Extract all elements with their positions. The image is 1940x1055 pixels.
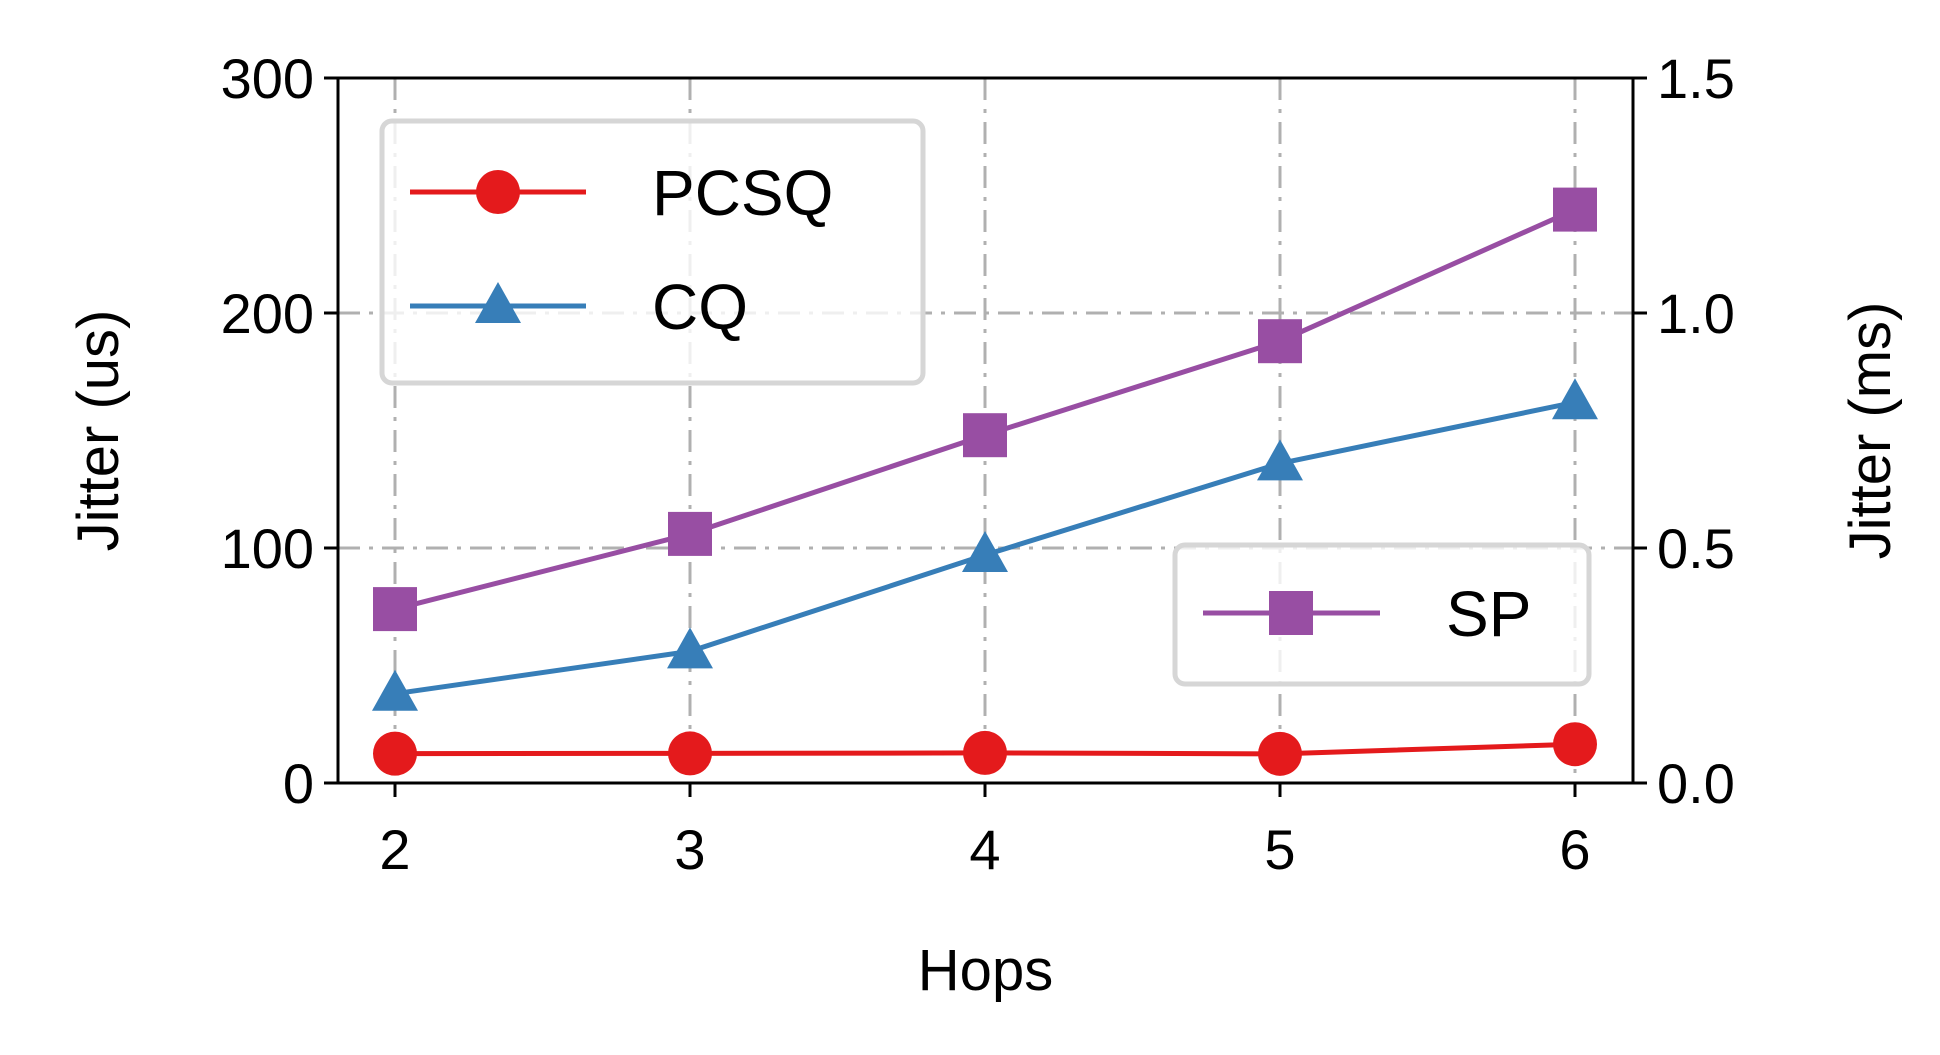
legend-pcsq-label: PCSQ <box>652 157 833 229</box>
legend-sp-marker <box>1269 591 1313 635</box>
legend-cq-label: CQ <box>652 271 748 343</box>
pcsq-point <box>668 731 712 776</box>
x-tick-label: 3 <box>674 818 705 881</box>
cq-point <box>962 531 1008 573</box>
legend-left: PCSQ CQ <box>379 118 926 386</box>
sp-point <box>1258 319 1302 364</box>
series-sp <box>373 187 1597 632</box>
right-y-tick-label: 0.5 <box>1657 517 1735 580</box>
sp-point <box>963 413 1007 458</box>
ticks: 2 3 4 5 6 0 100 200 300 0.0 0.5 1.0 1.5 <box>221 47 1735 881</box>
cq-point <box>372 669 418 711</box>
series-layer <box>372 187 1598 776</box>
legend-sp-label: SP <box>1446 578 1531 650</box>
legend-right-frame <box>1172 542 1592 687</box>
cq-point <box>667 627 713 669</box>
pcsq-point <box>963 730 1007 775</box>
cq-point <box>1552 378 1598 420</box>
sp-point <box>668 511 712 556</box>
right-y-axis-title: Jitter (ms) <box>1838 302 1903 560</box>
x-tick-label: 6 <box>1559 818 1590 881</box>
sp-point <box>1553 187 1597 232</box>
pcsq-point <box>373 731 417 776</box>
cq-point <box>1257 439 1303 481</box>
pcsq-point <box>1553 722 1597 767</box>
right-y-tick-label: 0.0 <box>1657 752 1735 815</box>
pcsq-point <box>1258 731 1302 776</box>
series-pcsq <box>373 722 1597 776</box>
legend-right: SP <box>1172 542 1592 687</box>
x-tick-label: 2 <box>379 818 410 881</box>
left-y-tick-label: 0 <box>283 752 314 815</box>
x-tick-label: 4 <box>969 818 1000 881</box>
left-y-tick-label: 300 <box>221 47 314 110</box>
left-y-axis-title: Jitter (us) <box>66 310 131 552</box>
right-y-tick-label: 1.5 <box>1657 47 1735 110</box>
x-axis-title: Hops <box>918 938 1053 1003</box>
series-cq <box>372 378 1598 711</box>
left-y-tick-label: 200 <box>221 282 314 345</box>
left-y-tick-label: 100 <box>221 517 314 580</box>
legend-marker-shape <box>1269 591 1313 635</box>
sp-point <box>373 587 417 632</box>
legend-cq-marker <box>475 282 521 323</box>
legend-marker-shape <box>475 282 521 323</box>
legend-pcsq-marker <box>476 170 520 214</box>
right-y-tick-label: 1.0 <box>1657 282 1735 345</box>
x-tick-label: 5 <box>1264 818 1295 881</box>
legend-marker-shape <box>476 170 520 214</box>
